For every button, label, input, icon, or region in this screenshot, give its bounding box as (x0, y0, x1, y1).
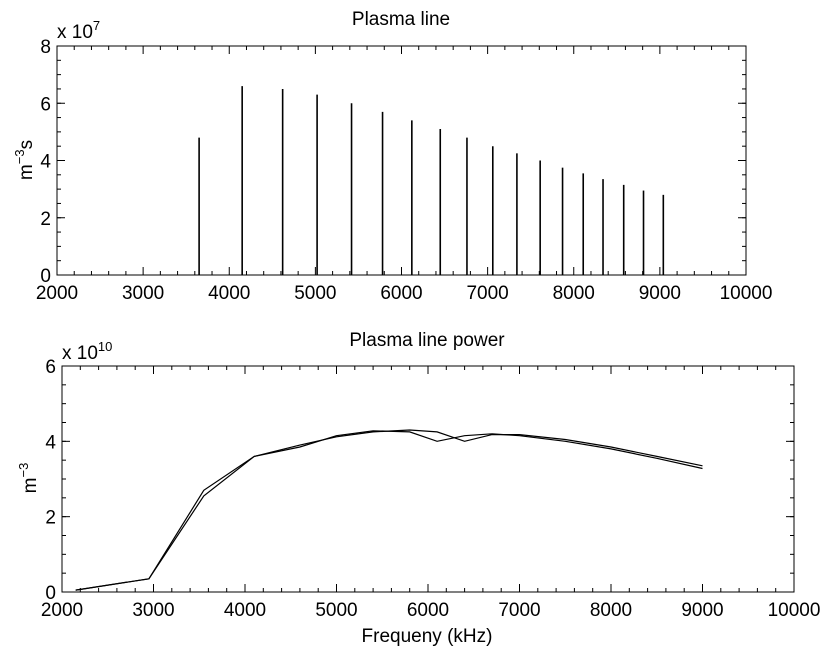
x-axis-label: Frequeny (kHz) (362, 626, 493, 647)
x-tick-label: 5000 (315, 600, 357, 621)
y-tick-label: 8 (40, 37, 51, 58)
x-tick-label: 10000 (720, 283, 773, 304)
x-tick-label: 4000 (224, 600, 266, 621)
power-series-line (75, 430, 703, 591)
y-tick-label: 6 (40, 94, 51, 115)
x-tick-label: 8000 (590, 600, 632, 621)
x-tick-label: 2000 (41, 600, 83, 621)
x-tick-label: 3000 (132, 600, 174, 621)
power-lines (75, 429, 703, 591)
y-axis-label-sup: −3 (16, 463, 31, 478)
plasma-line-power-chart: Plasma line power x 1010 m−3 2000 3000 400… (16, 330, 820, 647)
y-ticks: 0 2 4 6 (45, 357, 794, 604)
x-tick-label: 6000 (407, 600, 449, 621)
y-tick-label: 6 (45, 357, 56, 378)
x-tick-label: 5000 (294, 283, 336, 304)
x-tick-label: 7000 (466, 283, 508, 304)
y-axis-label-base: m (20, 478, 41, 494)
chart-title: Plasma line power (349, 330, 505, 351)
y-axis-label-sup: −3 (12, 149, 27, 164)
x-tick-label: 10000 (768, 600, 821, 621)
y-multiplier-exponent: 10 (98, 339, 112, 354)
y-axis-label-tail: s (16, 140, 37, 150)
x-tick-label: 9000 (639, 283, 681, 304)
y-tick-label: 2 (45, 508, 56, 529)
x-tick-label: 6000 (380, 283, 422, 304)
y-tick-label: 0 (40, 266, 51, 287)
y-tick-label: 0 (45, 583, 56, 604)
y-multiplier-exponent: 7 (93, 18, 100, 33)
y-tick-label: 4 (45, 432, 56, 453)
y-tick-label: 4 (40, 152, 51, 173)
plot-frame (61, 365, 795, 593)
y-axis-label-base: m (16, 164, 37, 180)
y-axis-label: m−3s (12, 140, 37, 180)
y-ticks: 0 2 4 6 8 (40, 37, 746, 287)
y-multiplier-base: x 10 (57, 22, 93, 43)
chart-title: Plasma line (352, 9, 450, 30)
x-tick-label: 7000 (498, 600, 540, 621)
x-tick-label: 3000 (122, 283, 164, 304)
y-tick-label: 2 (40, 209, 51, 230)
spectral-lines (198, 86, 665, 275)
x-tick-label: 2000 (36, 283, 78, 304)
x-tick-label: 9000 (681, 600, 723, 621)
y-axis-label: m−3 (16, 463, 41, 494)
y-multiplier: x 1010 (62, 339, 112, 364)
x-ticks: 2000 3000 4000 5000 6000 7000 8000 9000 10000 (41, 366, 821, 621)
power-series-line (75, 429, 703, 591)
y-multiplier: x 107 (57, 18, 100, 43)
x-tick-label: 8000 (553, 283, 595, 304)
y-multiplier-base: x 10 (62, 343, 98, 364)
plasma-line-chart: Plasma line x 107 m−3s 2000 3000 4000 5000 6… (12, 9, 772, 304)
plot-frame (56, 45, 747, 276)
x-tick-label: 4000 (208, 283, 250, 304)
x-ticks: 2000 3000 4000 5000 6000 7000 8000 9000 10000 (36, 46, 773, 304)
